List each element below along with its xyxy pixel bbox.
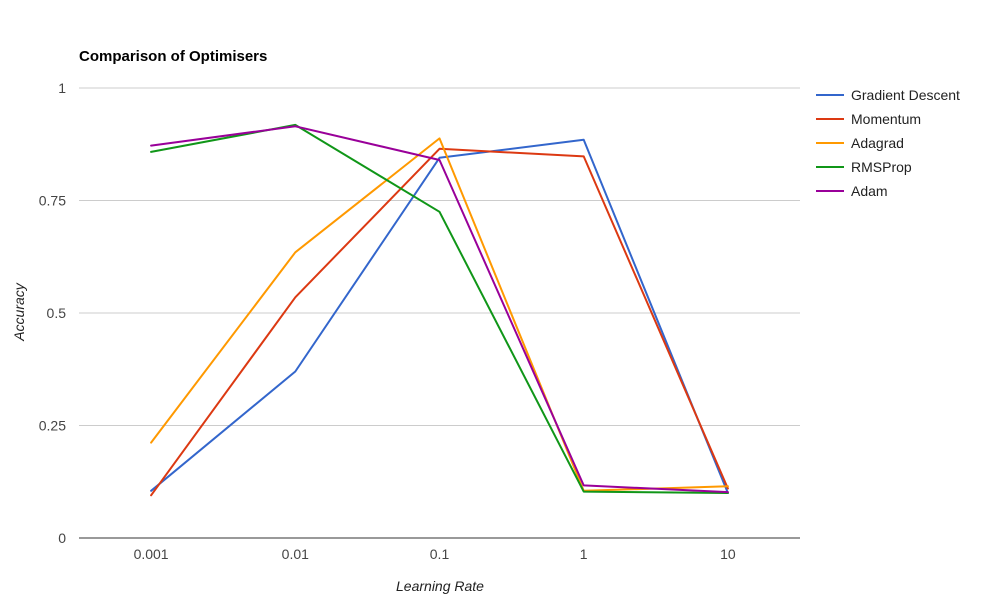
x-tick-label: 1 xyxy=(580,546,588,562)
legend-label-adam: Adam xyxy=(851,183,888,199)
legend-label-adagrad: Adagrad xyxy=(851,135,904,151)
y-tick-label: 0.25 xyxy=(39,418,66,434)
legend-label-rmsprop: RMSProp xyxy=(851,159,912,175)
legend-label-gradient-descent: Gradient Descent xyxy=(851,87,960,103)
x-tick-label: 10 xyxy=(720,546,736,562)
x-tick-label: 0.1 xyxy=(430,546,450,562)
y-tick-label: 0.5 xyxy=(47,305,67,321)
series-lines xyxy=(150,123,729,497)
gridlines xyxy=(79,87,800,539)
y-axis-title: Accuracy xyxy=(11,282,27,342)
y-tick-label: 1 xyxy=(58,80,66,96)
x-axis-title: Learning Rate xyxy=(396,578,484,594)
series-line-momentum xyxy=(150,147,729,497)
x-axis-ticks: 0.001 0.01 0.1 1 10 xyxy=(134,546,736,562)
series-line-adagrad xyxy=(150,137,729,492)
y-tick-label: 0 xyxy=(58,530,66,546)
chart-title: Comparison of Optimisers xyxy=(79,48,267,65)
x-tick-label: 0.01 xyxy=(282,546,309,562)
legend: Gradient Descent Momentum Adagrad RMSProp Ad… xyxy=(816,87,960,199)
y-axis-ticks: 0 0.25 0.5 0.75 1 xyxy=(39,80,66,546)
series-line-adam xyxy=(150,125,729,494)
series-line-rmsprop xyxy=(150,123,729,494)
x-tick-label: 0.001 xyxy=(134,546,169,562)
legend-label-momentum: Momentum xyxy=(851,111,921,127)
series-line-gradient-descent xyxy=(150,138,729,494)
y-tick-label: 0.75 xyxy=(39,193,66,209)
